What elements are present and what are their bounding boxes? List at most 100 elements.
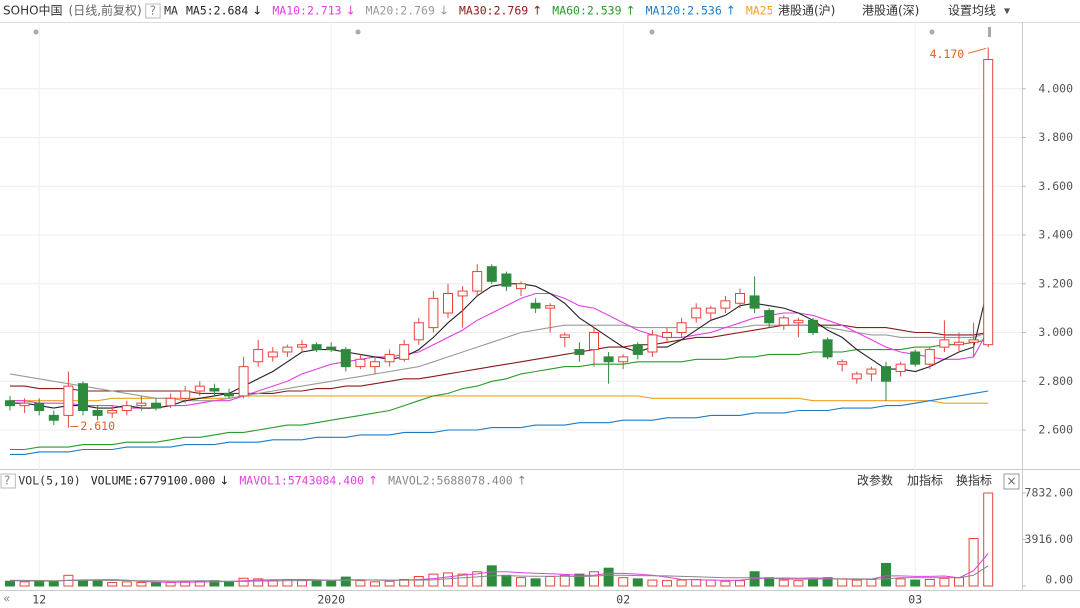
candle-body xyxy=(399,344,410,360)
volume-bar xyxy=(778,579,789,587)
candle-body xyxy=(384,353,395,363)
y-tick-label: 2.800 xyxy=(1038,374,1073,388)
y-tick-label: 3.600 xyxy=(1038,179,1073,193)
volume-bar xyxy=(326,580,337,587)
volume-bar xyxy=(355,580,366,587)
legend-arrow: ↓ xyxy=(346,4,356,18)
volume-bar xyxy=(311,579,322,587)
volume-bar xyxy=(370,581,380,587)
close-box xyxy=(1003,473,1020,490)
candle-body xyxy=(107,410,118,414)
volume-bar xyxy=(705,579,716,587)
candle-body xyxy=(764,310,775,324)
legend-entry: MA30:2.769 xyxy=(459,4,528,18)
legend-arrow: ↓ xyxy=(439,4,449,18)
legend-arrow: ↑ xyxy=(626,4,636,18)
legend-entry: MA10:2.713 xyxy=(272,4,341,18)
candle-body xyxy=(486,266,497,282)
candle-body xyxy=(267,351,278,358)
legend-entry: MA5:2.684 xyxy=(186,4,248,18)
event-marker[interactable] xyxy=(929,29,935,35)
indicator-name: MA xyxy=(164,4,178,18)
legend-arrow: ↑ xyxy=(726,4,736,18)
volume-bar xyxy=(837,578,848,587)
volume-bar xyxy=(691,578,702,587)
toolbar-link[interactable]: 港股通(深) xyxy=(862,4,919,18)
panel-button[interactable]: 改参数 xyxy=(857,473,893,488)
volume-bar xyxy=(983,492,994,587)
candle-body xyxy=(589,332,599,351)
volume-bar xyxy=(5,580,15,587)
settings-button[interactable]: 设置均线 xyxy=(948,4,996,18)
x-tick-label: 12 xyxy=(32,593,46,607)
candle-body xyxy=(121,405,132,411)
volume-bar xyxy=(413,576,424,587)
volume-bar xyxy=(589,571,599,587)
y-tick-label: 4.000 xyxy=(1038,81,1073,95)
panel-button[interactable]: 加指标 xyxy=(907,473,943,488)
candle-body xyxy=(311,344,322,351)
volume-bar xyxy=(808,578,818,587)
candle-body xyxy=(180,390,191,399)
volume-bar xyxy=(297,580,307,587)
volume-bar xyxy=(895,578,906,587)
close-button[interactable]: × xyxy=(1006,474,1016,488)
y-tick-label: 3.400 xyxy=(1038,228,1073,242)
y-tick-label: 2.600 xyxy=(1038,423,1073,437)
volume-bar xyxy=(19,581,30,587)
event-marker[interactable] xyxy=(649,29,655,35)
candle-body xyxy=(749,295,760,309)
volume-bar xyxy=(501,574,512,587)
y-tick-label: 3916.00 xyxy=(1025,532,1074,546)
x-tick-label: 03 xyxy=(908,593,922,607)
legend-arrow: ↓ xyxy=(252,4,262,18)
candle-body xyxy=(457,290,468,297)
mavol-line xyxy=(9,565,989,583)
candle-body xyxy=(603,356,614,363)
y-tick-label: 0.00 xyxy=(1045,573,1073,587)
candle-body xyxy=(808,319,818,333)
panel-button[interactable]: 换指标 xyxy=(956,473,992,488)
volume-bar xyxy=(151,582,161,587)
candle-body xyxy=(676,322,687,333)
volume-bar xyxy=(720,580,731,587)
help-button: ? xyxy=(150,4,156,18)
candle-body xyxy=(530,302,541,309)
candle-body xyxy=(209,388,220,392)
legend-arrow: ↑ xyxy=(532,4,542,18)
candle-body xyxy=(647,334,658,353)
volume-readout: VOLUME:6779100.000 xyxy=(91,474,216,488)
candle-body xyxy=(326,346,337,351)
event-marker[interactable] xyxy=(988,27,991,37)
volume-bar xyxy=(457,573,468,587)
help-box xyxy=(0,473,16,489)
volume-bar xyxy=(968,538,979,587)
volume-bar xyxy=(574,573,585,587)
legend-entry: MAVOL2:5688078.400 xyxy=(388,474,513,488)
volume-bar xyxy=(924,578,935,587)
toolbar-link[interactable]: 港股通(沪) xyxy=(778,4,835,18)
volume-bar xyxy=(954,577,964,587)
candle-body xyxy=(428,297,439,329)
annotation: 4.170 xyxy=(930,47,965,61)
candle-body xyxy=(632,344,643,355)
nav-button[interactable]: « xyxy=(3,592,10,606)
event-marker[interactable] xyxy=(355,29,361,35)
volume-bar xyxy=(939,577,950,587)
x-tick-label: 2020 xyxy=(317,593,345,607)
volume-bar xyxy=(618,577,629,587)
candle-body xyxy=(370,361,380,368)
toolbar-cover xyxy=(772,0,1080,22)
candle-body xyxy=(355,358,366,368)
candle-body xyxy=(618,356,629,363)
volume-bar xyxy=(559,574,570,587)
chart-mode: (日线,前复权) xyxy=(69,3,142,18)
volume-bar xyxy=(793,580,804,587)
event-marker[interactable] xyxy=(33,29,39,35)
volume-bar xyxy=(107,581,118,587)
annotation-arrow xyxy=(968,47,987,54)
candle-body xyxy=(881,366,891,382)
candle-body xyxy=(851,373,862,380)
candle-body xyxy=(443,293,453,314)
indicator-title: VOL(5,10) xyxy=(18,474,80,488)
